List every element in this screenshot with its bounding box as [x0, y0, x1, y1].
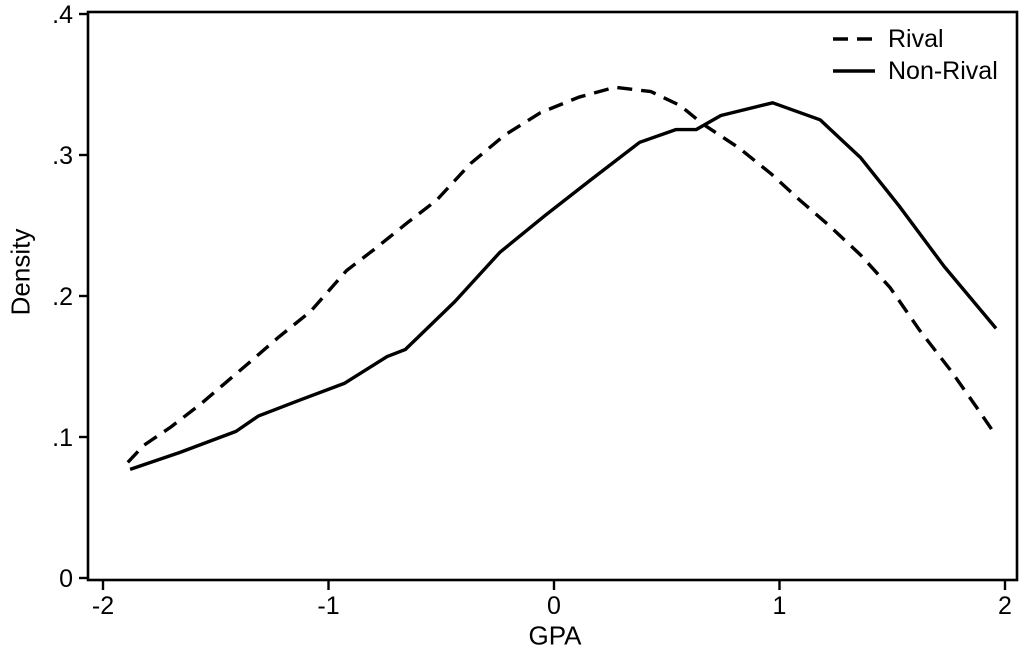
y-tick-label: .1: [52, 424, 73, 452]
rival-dashed-line-sample: [833, 37, 875, 41]
legend-item-rival: Rival: [833, 23, 998, 55]
non-rival-curve: [129, 101, 998, 472]
legend-item-non-rival: Non-Rival: [833, 55, 998, 87]
y-tick-label: .4: [52, 1, 73, 29]
x-tick-label: 1: [773, 592, 787, 620]
y-tick-label: .3: [52, 142, 73, 170]
x-tick-label: 0: [547, 592, 561, 620]
y-axis-title: Density: [5, 228, 36, 316]
x-tick-label: -1: [317, 592, 339, 620]
y-tick-label: 0: [59, 565, 73, 593]
legend: Rival Non-Rival: [833, 23, 998, 87]
rival-curve: [126, 85, 998, 464]
x-tick-label: 2: [998, 592, 1012, 620]
non-rival-solid-line-sample: [833, 69, 875, 73]
legend-label-rival: Rival: [888, 25, 944, 53]
y-tick-label: .2: [52, 283, 73, 311]
x-axis-title: GPA: [528, 620, 582, 651]
x-tick-label: -2: [92, 592, 114, 620]
plot-frame: [86, 10, 1019, 582]
legend-label-non-rival: Non-Rival: [888, 57, 998, 85]
